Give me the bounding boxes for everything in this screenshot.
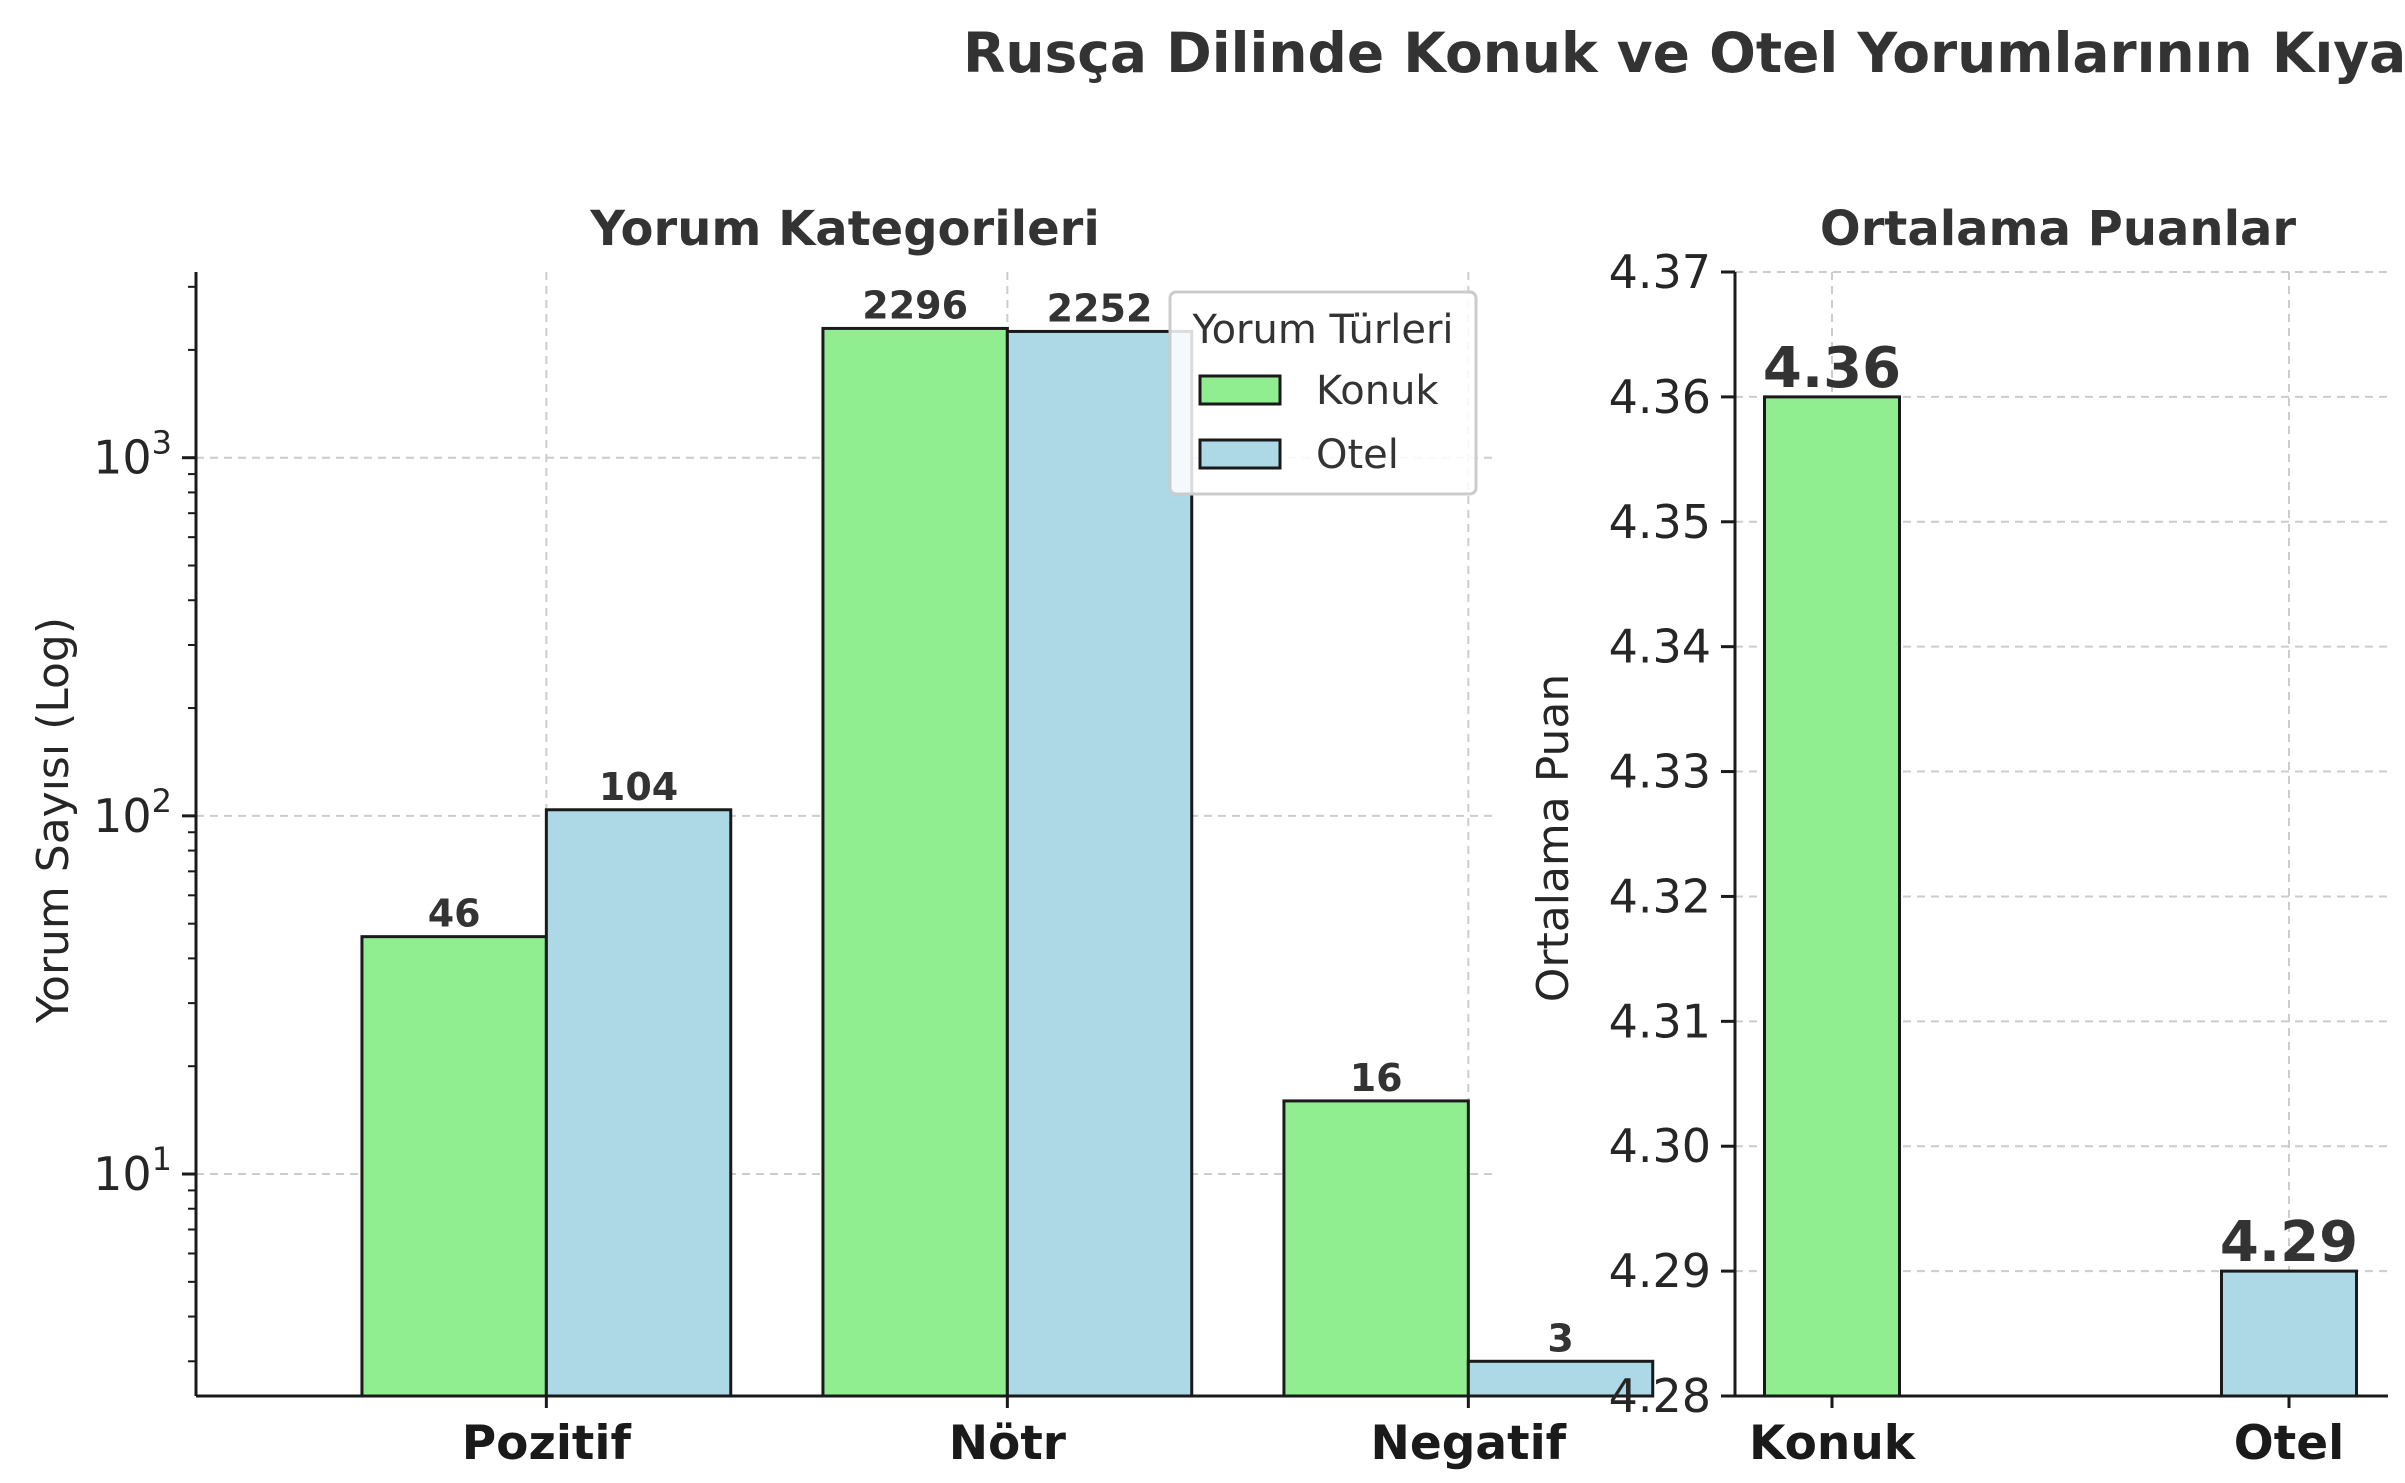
x-tick-label-konuk: Konuk [1749, 1416, 1917, 1471]
bar-konuk [1763, 395, 1901, 1398]
y-tick-label: 103 [93, 424, 172, 485]
y-tick-label: 4.35 [1609, 495, 1711, 549]
y-tick-label: 4.30 [1609, 1119, 1711, 1173]
left-chart-title: Yorum Kategorileri [589, 201, 1100, 257]
value-label-otel-pozitif: 104 [599, 765, 678, 809]
value-label-otel-negatif: 3 [1547, 1316, 1573, 1360]
value-label-konuk: 4.36 [1763, 336, 1901, 401]
bar-otel-negatif [1466, 1359, 1655, 1398]
y-tick-label: 4.29 [1609, 1244, 1711, 1298]
value-label-konuk-notr: 2296 [862, 283, 968, 327]
right-chart-title: Ortalama Puanlar [1820, 201, 2297, 257]
y-tick-label: 4.28 [1609, 1369, 1711, 1423]
y-tick-label: 4.34 [1609, 620, 1711, 674]
legend: Yorum Türleri Konuk Otel [1168, 290, 1478, 496]
bar-konuk-notr [821, 326, 1009, 1398]
bar-konuk-pozitif [360, 935, 548, 1398]
y-tick-label: 4.32 [1609, 869, 1711, 923]
value-label-otel-notr: 2252 [1047, 286, 1153, 330]
value-label-konuk-negatif: 16 [1350, 1056, 1403, 1100]
legend-swatch-konuk [1198, 374, 1282, 406]
left-chart-ylabel: Yorum Sayısı (Log) [28, 617, 79, 1024]
value-label-konuk-pozitif: 46 [428, 892, 481, 936]
y-tick-label: 102 [93, 782, 172, 843]
bar-otel-notr [1005, 329, 1194, 1398]
x-tick-label-pozitif: Pozitif [462, 1416, 632, 1471]
right-chart-ylabel: Ortalama Puan [1528, 674, 1579, 1002]
y-tick-label: 4.33 [1609, 745, 1711, 799]
x-tick-label-negatif: Negatif [1371, 1416, 1567, 1471]
y-tick-label: 4.31 [1609, 994, 1711, 1048]
legend-swatch-otel [1198, 438, 1282, 470]
y-tick-label: 101 [93, 1140, 172, 1201]
y-tick-label: 4.36 [1609, 370, 1711, 424]
figure-title: Rusça Dilinde Konuk ve Otel Yorumlarının… [963, 21, 2405, 85]
bar-otel-pozitif [544, 808, 733, 1398]
y-tick-label: 4.37 [1609, 245, 1711, 299]
review-categories-chart: Yorum Kategorileri Yorum Sayısı (Log) 10… [28, 201, 1655, 1471]
x-tick-label-notr: Nötr [949, 1416, 1067, 1471]
legend-title: Yorum Türleri [1191, 307, 1453, 353]
average-scores-chart: Ortalama Puanlar Ortalama Puan 4.28 4.29 4… [1528, 201, 2388, 1471]
legend-label-otel: Otel [1316, 432, 1399, 478]
value-label-otel: 4.29 [2220, 1210, 2358, 1275]
bar-otel [2220, 1269, 2358, 1398]
x-tick-label-otel: Otel [2234, 1416, 2344, 1471]
legend-label-konuk: Konuk [1316, 368, 1439, 414]
bar-konuk-negatif [1282, 1099, 1470, 1398]
